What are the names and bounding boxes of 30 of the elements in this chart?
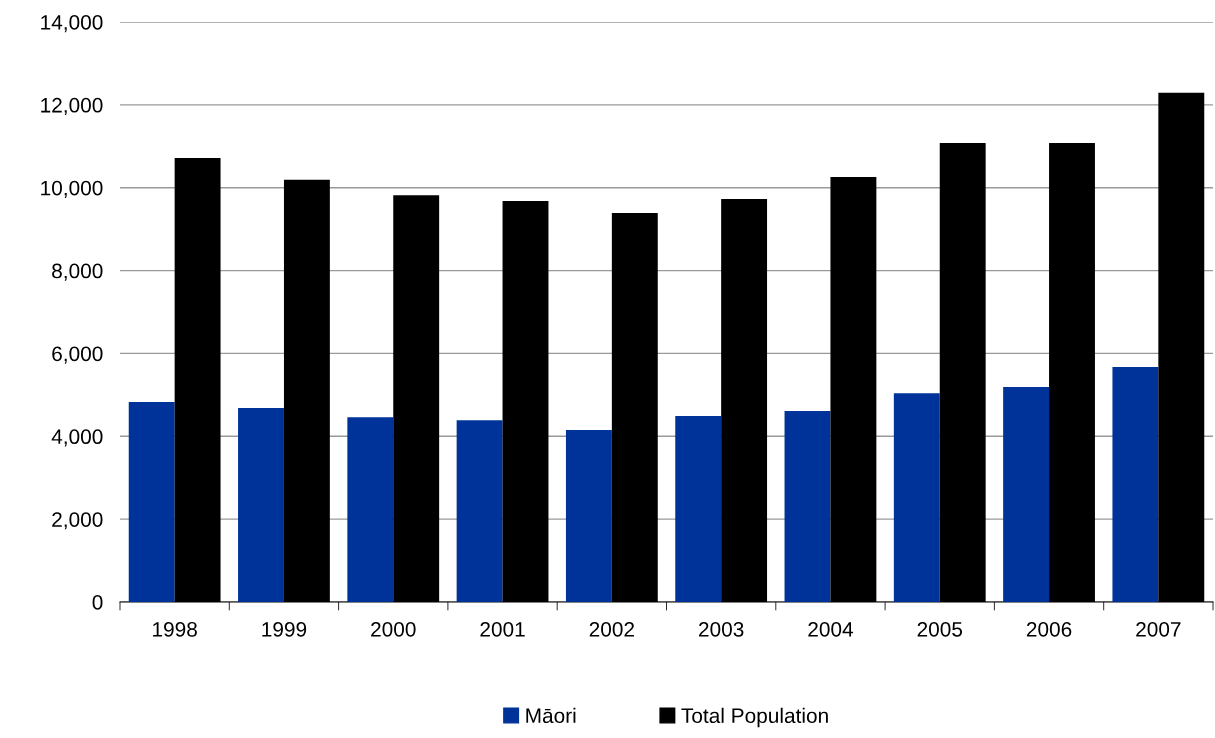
bar xyxy=(128,401,175,602)
bar xyxy=(238,408,284,602)
x-tick-label: 2001 xyxy=(480,621,525,637)
y-tick-label: 2,000 xyxy=(52,512,103,530)
x-tick-label: 2000 xyxy=(371,621,416,637)
y-tick-label: 4,000 xyxy=(51,429,103,447)
bar xyxy=(565,430,612,602)
x-tick-label: 2007 xyxy=(1136,621,1181,637)
x-tick-label: 2005 xyxy=(917,621,963,637)
y-tick-label: 10,000 xyxy=(41,180,103,198)
bar xyxy=(1112,367,1159,602)
x-tick-label: 2002 xyxy=(589,621,634,637)
x-tick-label: 2006 xyxy=(1026,621,1072,637)
x-tick-label: 2003 xyxy=(699,621,744,637)
y-tick-label: 6,000 xyxy=(52,346,103,364)
bar xyxy=(347,417,394,602)
y-tick-label: 0 xyxy=(92,595,103,610)
x-tick-label: 1998 xyxy=(153,621,197,637)
bar xyxy=(456,420,503,602)
bar xyxy=(1003,386,1050,602)
bar xyxy=(675,415,722,602)
y-tick-label: 12,000 xyxy=(41,97,103,116)
bar xyxy=(784,411,831,602)
legend-label: Māori xyxy=(526,707,576,724)
y-tick-label: 8,000 xyxy=(52,263,103,281)
y-tick-label: 14,000 xyxy=(41,15,103,33)
x-tick-label: 1999 xyxy=(262,621,307,637)
x-tick-label: 2004 xyxy=(808,621,854,637)
bar xyxy=(893,393,940,602)
legend-label: Total Population xyxy=(681,707,828,728)
